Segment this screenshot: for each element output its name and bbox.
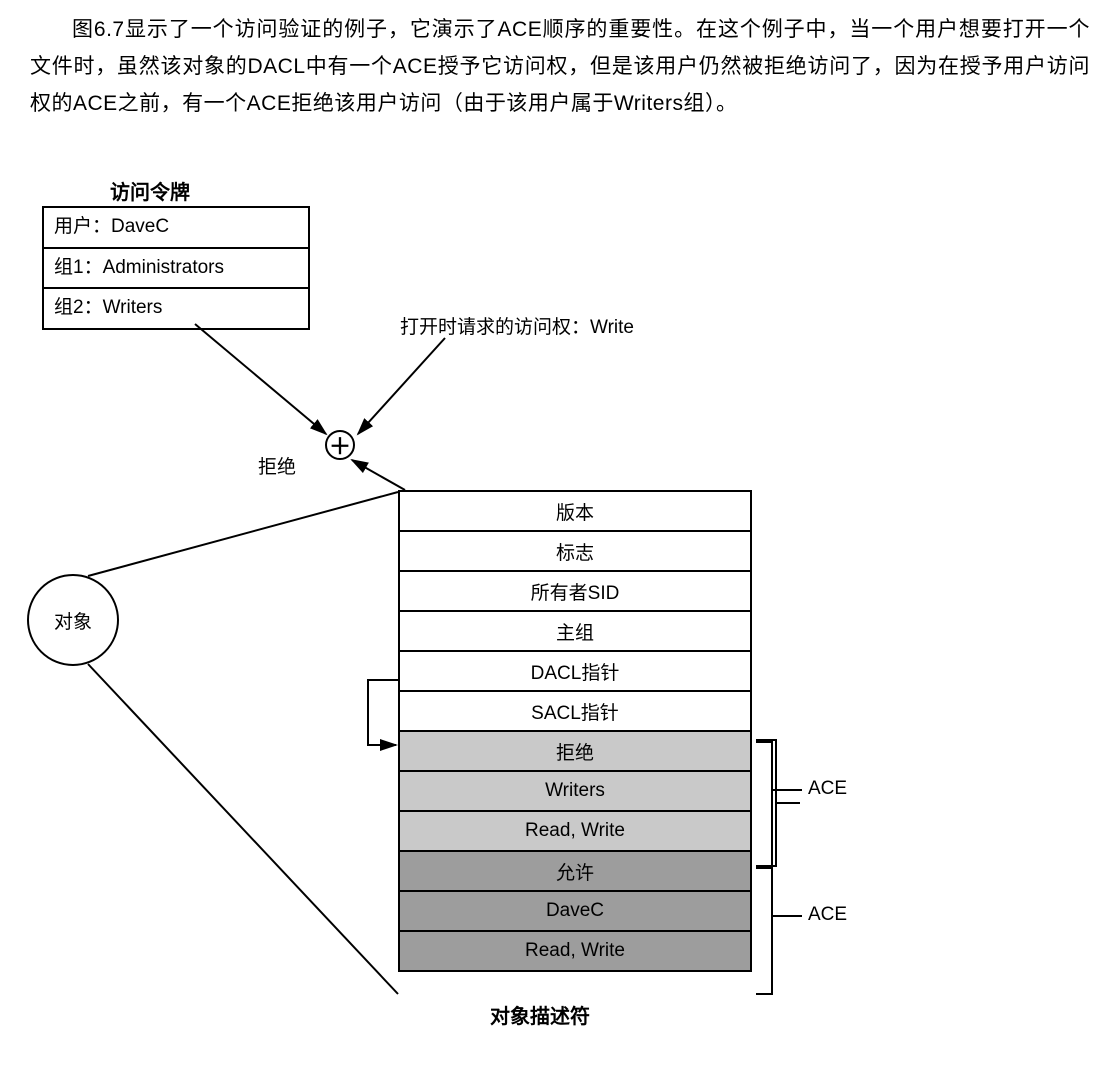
token-row-user: 用户：DaveC <box>44 208 308 249</box>
request-access-label: 打开时请求的访问权：Write <box>400 312 634 339</box>
desc-row-sacl: SACL指针 <box>399 691 751 731</box>
descriptor-table: 版本 标志 所有者SID 主组 DACL指针 SACL指针 拒绝 Writers… <box>398 490 752 972</box>
desc-row-rw2: Read, Write <box>399 931 751 971</box>
desc-row-allow: 允许 <box>399 851 751 891</box>
combine-node: ＋ <box>325 430 355 460</box>
desc-row-version: 版本 <box>399 491 751 531</box>
desc-row-dacl: DACL指针 <box>399 651 751 691</box>
token-row-group1: 组1：Administrators <box>44 249 308 290</box>
token-title: 访问令牌 <box>110 176 190 205</box>
desc-row-group: 主组 <box>399 611 751 651</box>
object-label: 对象 <box>54 607 92 634</box>
ace-label-2: ACE <box>808 904 847 926</box>
desc-row-deny: 拒绝 <box>399 731 751 771</box>
deny-result-label: 拒绝 <box>258 452 296 479</box>
desc-row-rw1: Read, Write <box>399 811 751 851</box>
page: 图6.7显示了一个访问验证的例子，它演示了ACE顺序的重要性。在这个例子中，当一… <box>0 0 1116 1082</box>
token-row-group2: 组2：Writers <box>44 289 308 328</box>
descriptor-title: 对象描述符 <box>490 1000 590 1029</box>
plus-icon: ＋ <box>329 429 351 461</box>
desc-row-owner-sid: 所有者SID <box>399 571 751 611</box>
access-token-box: 用户：DaveC 组1：Administrators 组2：Writers <box>42 206 310 330</box>
object-circle: 对象 <box>27 574 119 666</box>
ace-label-1: ACE <box>808 778 847 800</box>
desc-row-writers: Writers <box>399 771 751 811</box>
desc-row-flags: 标志 <box>399 531 751 571</box>
intro-paragraph: 图6.7显示了一个访问验证的例子，它演示了ACE顺序的重要性。在这个例子中，当一… <box>30 12 1090 122</box>
desc-row-davec: DaveC <box>399 891 751 931</box>
